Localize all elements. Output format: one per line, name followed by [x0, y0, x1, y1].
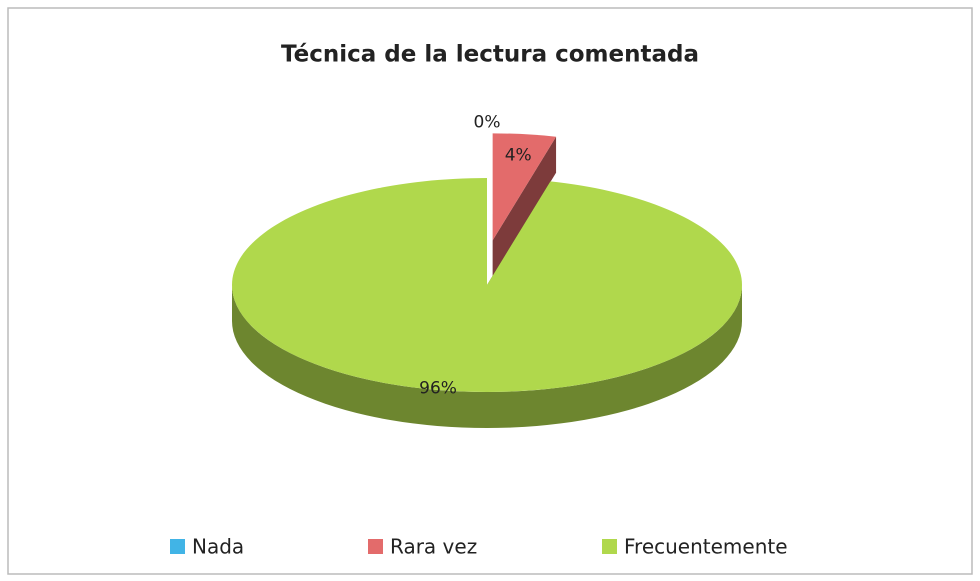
data-label: 96% — [419, 379, 457, 399]
legend-label: Nada — [192, 535, 244, 559]
legend-label: Frecuentemente — [624, 535, 788, 559]
slice — [231, 178, 742, 392]
slice — [492, 133, 557, 241]
legend-label: Rara vez — [390, 535, 477, 559]
legend-swatch — [602, 539, 617, 554]
data-label: 0% — [474, 112, 501, 132]
legend-swatch — [368, 539, 383, 554]
data-label: 4% — [505, 145, 532, 165]
slice-cut-face — [492, 136, 557, 277]
chart-title: Técnica de la lectura comentada — [281, 42, 699, 68]
slice-side — [232, 285, 742, 428]
legend-swatch — [170, 539, 185, 554]
